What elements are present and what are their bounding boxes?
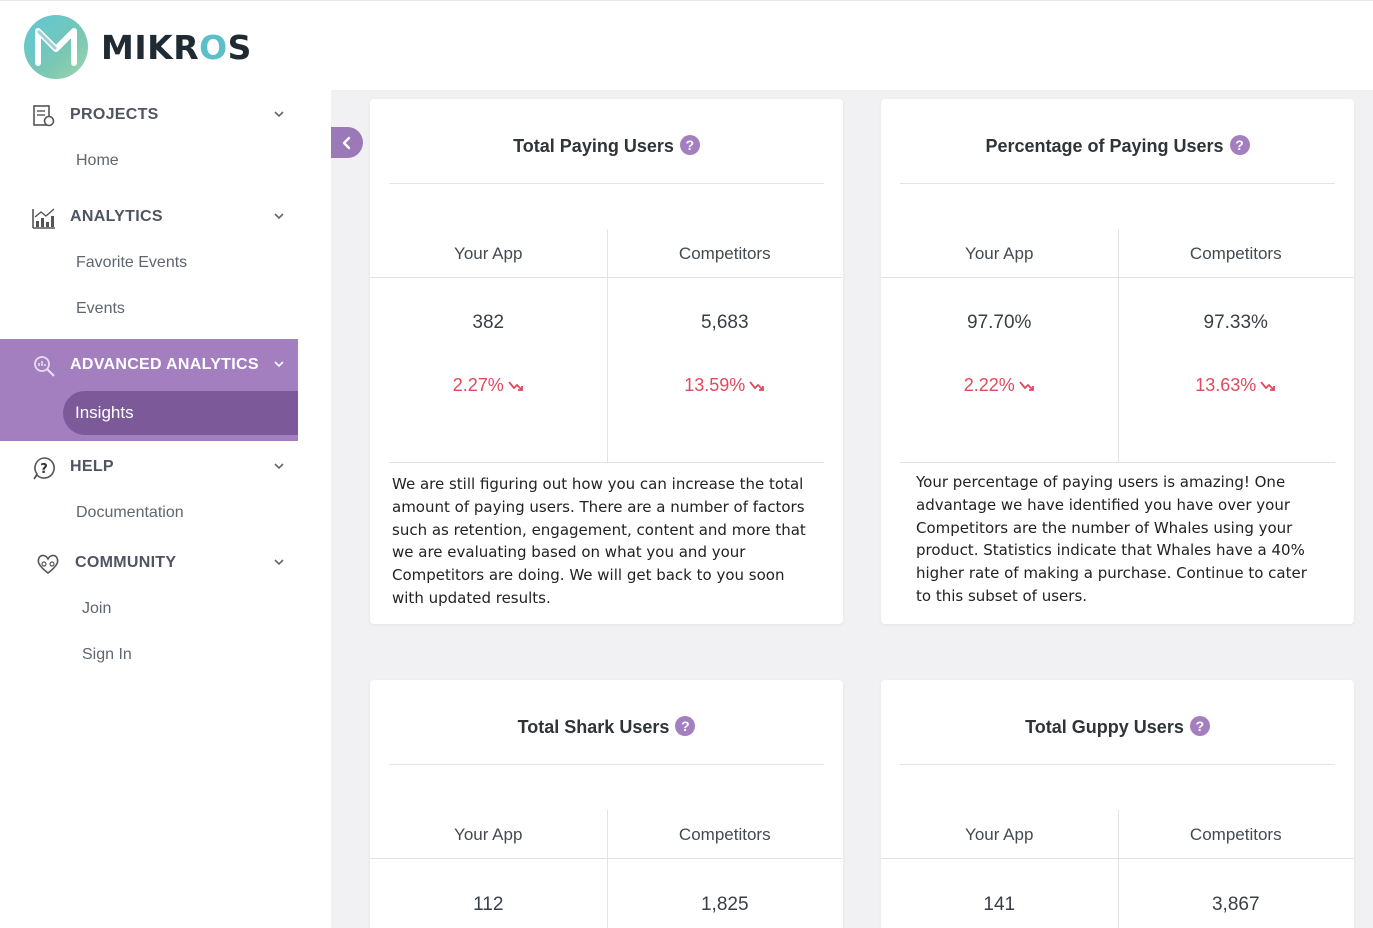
nav-section-advanced-analytics[interactable]: ADVANCED ANALYTICS — [0, 343, 298, 387]
divider — [1117, 229, 1119, 462]
competitors-value: 5,683 — [700, 312, 749, 333]
svg-text:?: ? — [40, 462, 48, 477]
divider — [606, 810, 608, 928]
sidebar-item-documentation[interactable]: Documentation — [76, 504, 184, 521]
competitors-change: 13.59% — [607, 375, 844, 396]
sidebar-item-events[interactable]: Events — [76, 300, 125, 317]
collapse-sidebar-button[interactable] — [331, 127, 363, 158]
help-badge-icon[interactable]: ? — [1189, 716, 1210, 736]
nav-section-label: ANALYTICS — [70, 208, 163, 225]
projects-icon — [33, 105, 55, 127]
nav-section-label: HELP — [70, 458, 114, 475]
col-head-your-app: Your App — [965, 825, 1034, 844]
divider — [881, 277, 1354, 278]
divider — [1117, 810, 1119, 928]
divider — [370, 858, 843, 859]
col-head-competitors: Competitors — [678, 244, 771, 263]
card-title: Total Shark Users? — [370, 716, 843, 738]
col-head-your-app: Your App — [965, 244, 1034, 263]
divider — [900, 764, 1335, 765]
trend-down-icon — [1019, 381, 1034, 391]
trend-down-icon — [1260, 381, 1276, 391]
divider — [389, 462, 824, 463]
card-total-paying-users: Total Paying Users? Your App Competitors… — [370, 99, 843, 624]
nav-section-advanced-analytics-active: ADVANCED ANALYTICS Insights — [0, 339, 298, 441]
divider — [389, 183, 824, 184]
competitors-change: 13.63% — [1118, 375, 1355, 396]
sidebar-item-favorite-events[interactable]: Favorite Events — [76, 254, 188, 271]
nav-section-label: PROJECTS — [70, 106, 159, 123]
sidebar-item-home[interactable]: Home — [76, 152, 119, 169]
card-title: Total Paying Users? — [370, 135, 843, 157]
divider — [370, 277, 843, 278]
sidebar-item-label: Insights — [75, 403, 134, 422]
sidebar-item-insights[interactable]: Insights — [63, 391, 298, 435]
competitors-value: 97.33% — [1203, 312, 1268, 333]
nav-section-projects[interactable]: PROJECTS — [0, 93, 298, 137]
divider — [900, 462, 1335, 463]
top-bar — [331, 0, 1373, 90]
competitors-value: 1,825 — [700, 894, 749, 915]
competitors-value: 3,867 — [1211, 894, 1260, 915]
divider — [881, 858, 1354, 859]
chevron-left-icon — [342, 136, 351, 149]
your-app-change: 2.22% — [881, 375, 1118, 396]
nav-section-help[interactable]: ? HELP — [0, 445, 298, 489]
your-app-value: 97.70% — [967, 312, 1032, 333]
col-head-competitors: Competitors — [1189, 244, 1282, 263]
logo-mark-icon — [24, 15, 88, 79]
help-badge-icon[interactable]: ? — [1229, 135, 1250, 155]
nav-section-label: COMMUNITY — [75, 554, 177, 571]
col-head-competitors: Competitors — [678, 825, 771, 844]
col-head-competitors: Competitors — [1189, 825, 1282, 844]
card-percentage-paying-users: Percentage of Paying Users? Your App Com… — [881, 99, 1354, 624]
sidebar-item-sign-in[interactable]: Sign In — [82, 646, 132, 663]
card-title: Percentage of Paying Users? — [881, 135, 1354, 157]
your-app-value: 141 — [983, 894, 1016, 915]
brand-logo[interactable]: MIKROS — [24, 15, 252, 79]
divider — [389, 764, 824, 765]
nav-section-community[interactable]: COMMUNITY — [0, 541, 298, 585]
divider — [606, 229, 608, 462]
card-description: We are still figuring out how you can in… — [392, 475, 806, 607]
card-total-shark-users: Total Shark Users? Your App Competitors … — [370, 680, 843, 928]
help-badge-icon[interactable]: ? — [679, 135, 700, 155]
your-app-change: 2.27% — [370, 375, 607, 396]
your-app-value: 382 — [472, 312, 505, 333]
chevron-down-icon[interactable] — [272, 357, 286, 371]
col-head-your-app: Your App — [454, 244, 523, 263]
sidebar-item-join[interactable]: Join — [82, 600, 112, 617]
card-title: Total Guppy Users? — [881, 716, 1354, 738]
brand-name: MIKROS — [101, 27, 252, 67]
chevron-down-icon[interactable] — [272, 107, 286, 121]
nav-section-analytics[interactable]: ANALYTICS — [0, 195, 298, 239]
help-badge-icon[interactable]: ? — [675, 716, 696, 736]
nav-section-label: ADVANCED ANALYTICS — [70, 356, 259, 373]
trend-down-icon — [508, 381, 523, 391]
community-icon — [37, 554, 59, 575]
card-total-guppy-users: Total Guppy Users? Your App Competitors … — [881, 680, 1354, 928]
your-app-value: 112 — [473, 894, 504, 915]
sidebar: MIKROS PROJECTS Home ANALYTICS Favorite … — [0, 0, 331, 928]
col-head-your-app: Your App — [454, 825, 523, 844]
advanced-analytics-icon — [34, 356, 55, 377]
analytics-icon — [32, 208, 55, 229]
help-icon: ? — [33, 457, 55, 480]
chevron-down-icon[interactable] — [272, 209, 286, 223]
trend-down-icon — [749, 381, 765, 391]
card-description: Your percentage of paying users is amazi… — [916, 473, 1307, 605]
divider — [900, 183, 1335, 184]
chevron-down-icon[interactable] — [272, 555, 286, 569]
chevron-down-icon[interactable] — [272, 459, 286, 473]
